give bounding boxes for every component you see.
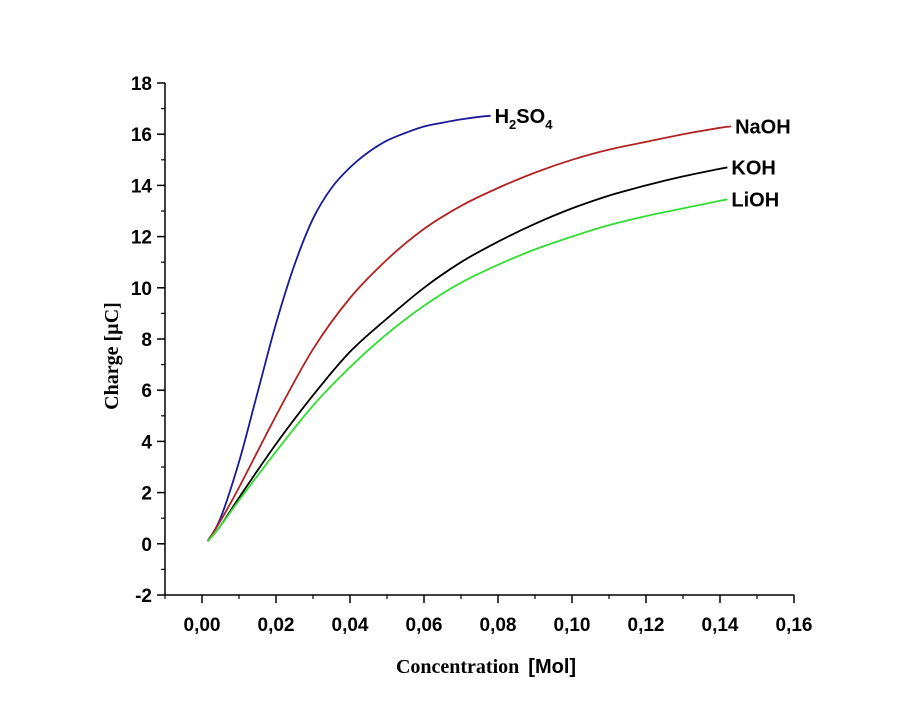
series-line-lioh (206, 198, 728, 542)
labels-layer: H2SO4 NaOH KOH LiOH (495, 106, 791, 212)
series-label-koh: KOH (731, 157, 775, 179)
series-label-part: SO (516, 106, 545, 128)
y-tick-label: -2 (135, 586, 152, 607)
y-tick-label: 2 (141, 484, 152, 505)
y-tick-label: 0 (141, 535, 152, 556)
series-label-lioh: LiOH (731, 189, 779, 211)
x-tick-label: 0,12 (628, 615, 665, 636)
series-line-koh (206, 166, 728, 542)
x-axis-title: Concentration [Mol] (396, 656, 576, 678)
x-tick-label: 0,14 (702, 615, 739, 636)
x-axis-title-prefix: Concentration (396, 656, 519, 678)
y-tick-label: 12 (131, 228, 152, 249)
x-tick-label: 0,00 (184, 615, 221, 636)
x-axis-title-unit: [Mol] (528, 656, 576, 678)
series-label-naoh: NaOH (735, 117, 791, 139)
series-label-h2so4: H2SO4 (495, 106, 554, 132)
series-label-part: H (495, 106, 509, 128)
axes: -2 0 2 4 6 8 10 12 14 16 18 0,00 0,02 0,04 0,06 0,08 0,1… (131, 74, 813, 636)
y-tick-label: 10 (131, 279, 152, 300)
series-layer (206, 114, 732, 542)
x-tick-label: 0,02 (258, 615, 295, 636)
series-line-naoh (206, 125, 732, 542)
series-label-part: 4 (545, 117, 553, 132)
y-tick-label: 8 (141, 330, 152, 351)
series-label-part: 2 (509, 117, 516, 132)
y-tick-label: 14 (131, 176, 153, 197)
y-tick-label: 4 (141, 432, 152, 453)
y-tick-label: 18 (131, 74, 152, 95)
y-axis-title: Charge [µC] (101, 302, 123, 410)
x-tick-label: 0,10 (554, 615, 591, 636)
x-tick-label: 0,04 (332, 615, 369, 636)
x-tick-label: 0,06 (406, 615, 443, 636)
y-tick-label: 6 (141, 381, 152, 402)
y-tick-label: 16 (131, 125, 152, 146)
series-line-h2so4 (206, 114, 491, 542)
x-tick-label: 0,16 (776, 615, 813, 636)
x-tick-label: 0,08 (480, 615, 517, 636)
